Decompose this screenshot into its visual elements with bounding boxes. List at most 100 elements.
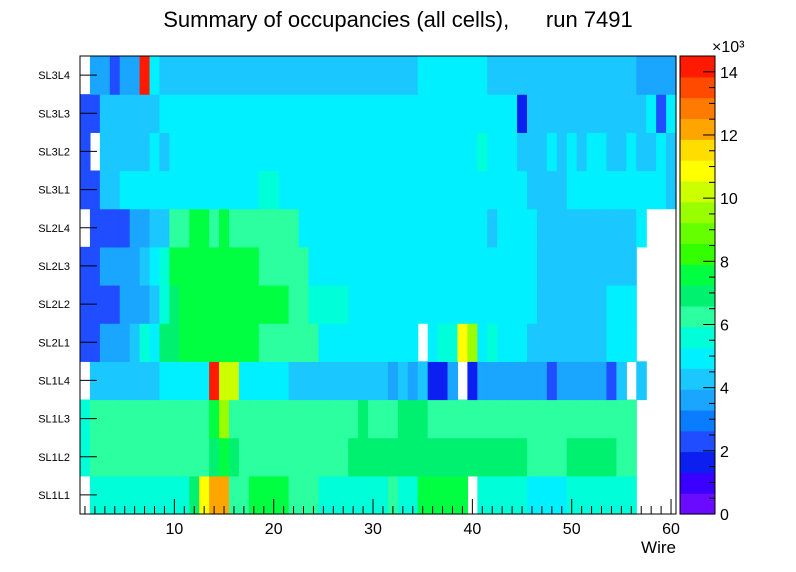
heatmap-cell (119, 323, 131, 362)
heatmap-cell (616, 246, 627, 286)
heatmap-cell (397, 94, 409, 133)
color-scale-band (680, 118, 715, 140)
heatmap-cell (298, 361, 310, 401)
heatmap-cell (616, 361, 627, 401)
heatmap-cell (139, 170, 151, 210)
heatmap-cell (139, 132, 151, 172)
heatmap-cell (209, 56, 220, 95)
heatmap-cell (566, 94, 578, 133)
heatmap-cell (477, 399, 488, 439)
heatmap-cell (358, 475, 369, 515)
heatmap-cell (189, 246, 200, 286)
heatmap-cell (159, 437, 170, 477)
heatmap-cell (358, 437, 369, 477)
heatmap-cell (517, 56, 528, 95)
heatmap-cell (219, 246, 230, 286)
heatmap-cell (149, 399, 161, 439)
heatmap-cell (288, 132, 300, 172)
heatmap-cell (566, 399, 578, 439)
heatmap-cell (517, 323, 528, 362)
heatmap-cell (487, 399, 498, 439)
heatmap-cell (606, 208, 617, 248)
heatmap-cell (497, 475, 508, 515)
y-tick-label: SL2L4 (38, 223, 70, 235)
heatmap-cell (576, 437, 588, 477)
heatmap-cell (576, 132, 588, 172)
heatmap-cell (358, 246, 369, 286)
heatmap-cell (338, 323, 349, 362)
heatmap-cell (258, 208, 270, 248)
heatmap-cell (318, 437, 329, 477)
heatmap-cell (387, 437, 399, 477)
heatmap-cell (477, 475, 488, 515)
heatmap-cell (576, 361, 588, 401)
heatmap-cell (397, 132, 409, 172)
heatmap-cell (417, 246, 429, 286)
heatmap-cell (268, 361, 280, 401)
heatmap-cell (546, 170, 558, 210)
heatmap-cell (219, 361, 230, 401)
heatmap-cell (387, 361, 399, 401)
heatmap-cell (586, 208, 598, 248)
heatmap-cell (517, 361, 528, 401)
heatmap-cell (536, 94, 548, 133)
heatmap-cell (457, 208, 468, 248)
color-scale-band (680, 347, 715, 369)
heatmap-cell (219, 475, 230, 515)
heatmap-cell (308, 132, 319, 172)
heatmap-cell (298, 246, 310, 286)
heatmap-cell (477, 437, 488, 477)
heatmap-cell (397, 475, 409, 515)
heatmap-cell (616, 323, 627, 362)
heatmap-cell (546, 285, 558, 324)
heatmap-cell (278, 208, 290, 248)
color-scale-band (680, 243, 715, 265)
heatmap-cell (437, 399, 449, 439)
heatmap-cell (576, 94, 588, 133)
heatmap-cell (497, 361, 508, 401)
heatmap-cell (338, 94, 349, 133)
heatmap-cell (318, 246, 329, 286)
heatmap-cell (457, 399, 468, 439)
heatmap-cell (179, 437, 190, 477)
heatmap-cell (427, 285, 439, 324)
heatmap-cell (378, 285, 389, 324)
heatmap-cell (477, 94, 488, 133)
heatmap-cell (467, 246, 478, 286)
heatmap-cell (308, 361, 319, 401)
heatmap-cell (288, 94, 300, 133)
heatmap-cell (288, 56, 300, 95)
heatmap-cell (497, 56, 508, 95)
heatmap-cell (517, 285, 528, 324)
heatmap-cell (308, 56, 319, 95)
heatmap-cell (527, 475, 538, 515)
color-scale-band (680, 493, 715, 515)
heatmap-cell (189, 323, 200, 362)
heatmap-cell (407, 94, 419, 133)
heatmap-cell (159, 285, 170, 324)
heatmap-cell (596, 94, 608, 133)
x-tick-label: 60 (662, 521, 680, 538)
z-tick-label: 10 (720, 191, 738, 208)
heatmap-cell (318, 170, 329, 210)
heatmap-cell (606, 323, 617, 362)
heatmap-cell (487, 208, 498, 248)
heatmap-cell (368, 208, 379, 248)
heatmap-cell (219, 437, 230, 477)
heatmap-cell (308, 170, 319, 210)
color-scale-band (680, 56, 715, 78)
heatmap-cell (378, 94, 389, 133)
heatmap-cell (477, 361, 488, 401)
z-tick-label: 8 (720, 254, 729, 271)
heatmap-cell (169, 361, 180, 401)
heatmap-cell (318, 285, 329, 324)
heatmap-cell (427, 437, 439, 477)
heatmap-cell (387, 475, 399, 515)
heatmap-cell (368, 361, 379, 401)
color-scale-band (680, 97, 715, 120)
heatmap-cell (457, 437, 468, 477)
heatmap-cell (318, 56, 329, 95)
heatmap-cell (109, 361, 121, 401)
heatmap-cell (328, 56, 339, 95)
heatmap-cell (457, 94, 468, 133)
